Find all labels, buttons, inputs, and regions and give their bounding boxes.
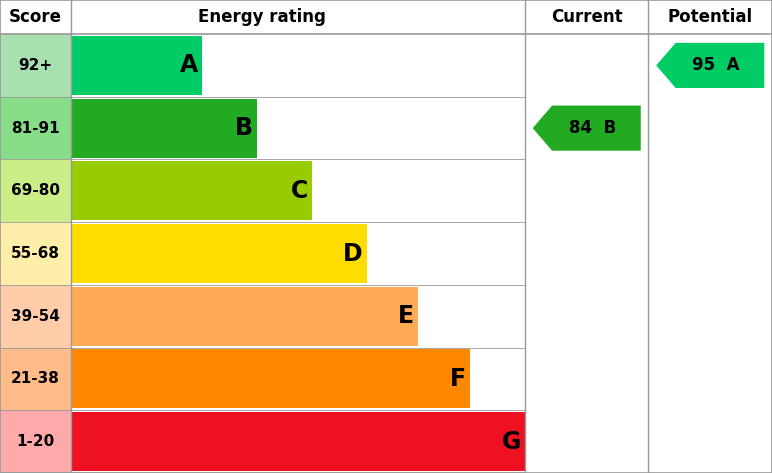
Text: 1-20: 1-20 xyxy=(16,434,55,449)
Text: 21-38: 21-38 xyxy=(11,371,60,386)
Text: C: C xyxy=(290,179,308,203)
Text: E: E xyxy=(398,304,415,328)
Text: 84  B: 84 B xyxy=(569,119,616,137)
Text: 69-80: 69-80 xyxy=(11,184,60,198)
Text: Score: Score xyxy=(9,8,62,26)
Bar xyxy=(71,161,312,220)
Text: Potential: Potential xyxy=(668,8,753,26)
Text: F: F xyxy=(450,367,466,391)
Bar xyxy=(0,97,71,159)
Bar xyxy=(0,34,71,97)
Text: D: D xyxy=(343,242,363,265)
Polygon shape xyxy=(656,43,764,88)
Text: Energy rating: Energy rating xyxy=(198,8,326,26)
Bar xyxy=(0,410,71,473)
Bar xyxy=(0,348,71,410)
Bar xyxy=(71,224,367,283)
Text: A: A xyxy=(180,53,198,78)
Bar xyxy=(71,287,418,346)
Polygon shape xyxy=(533,105,641,151)
Text: 81-91: 81-91 xyxy=(12,121,59,136)
Text: 55-68: 55-68 xyxy=(11,246,60,261)
Bar xyxy=(71,36,202,95)
Text: 92+: 92+ xyxy=(19,58,52,73)
Bar xyxy=(0,159,71,222)
Text: B: B xyxy=(235,116,253,140)
Text: 39-54: 39-54 xyxy=(11,309,60,324)
Bar xyxy=(71,99,257,158)
Bar xyxy=(0,285,71,348)
Bar xyxy=(71,350,470,408)
Bar xyxy=(71,412,525,471)
Text: G: G xyxy=(502,429,521,454)
Bar xyxy=(0,222,71,285)
Text: 95  A: 95 A xyxy=(692,56,740,74)
Text: Current: Current xyxy=(551,8,622,26)
